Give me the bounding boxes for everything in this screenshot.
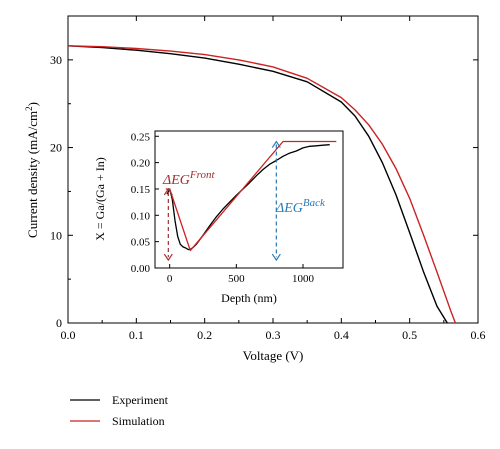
inset-y-tick-label: 0.00 bbox=[131, 263, 151, 275]
x-tick-label: 0.1 bbox=[129, 328, 144, 342]
inset-plot-frame bbox=[154, 130, 344, 269]
inset-x-tick-label: 0 bbox=[167, 273, 173, 285]
y-axis-label-suffix: ) bbox=[25, 102, 40, 106]
inset-y-tick-label: 0.05 bbox=[131, 237, 151, 249]
y-tick-label: 0 bbox=[56, 316, 62, 330]
x-tick-label: 0.6 bbox=[471, 328, 486, 342]
y-axis-label-sup: 2 bbox=[24, 106, 34, 111]
annotation-label-front: ΔEGFront bbox=[162, 169, 215, 188]
x-tick-label: 0.2 bbox=[197, 328, 212, 342]
main-axes: 0.0 0.1 0.2 0.3 0.4 0.5 0.6 0 10 20 30 bbox=[50, 16, 486, 342]
annotation-label-base: ΔEG bbox=[162, 173, 190, 188]
annotation-label-back: ΔEGBack bbox=[275, 197, 326, 216]
legend-label-simulation: Simulation bbox=[112, 414, 165, 428]
annotation-arrowhead-top-front bbox=[163, 187, 173, 196]
annotation-arrowhead-bottom-back bbox=[271, 253, 281, 262]
annotation-arrowhead-bottom-front bbox=[163, 253, 173, 262]
inset-y-tick-label: 0.15 bbox=[131, 184, 151, 196]
x-tick-label: 0.5 bbox=[402, 328, 417, 342]
inset-y-tick-label: 0.20 bbox=[131, 158, 151, 170]
y-tick-label: 10 bbox=[50, 228, 62, 242]
inset-axes: 0 500 1000 0.00 0.05 0.10 0.15 0.20 0.25 bbox=[131, 131, 315, 285]
y-tick-label: 20 bbox=[50, 141, 62, 155]
annotation-label-sup: Back bbox=[303, 197, 326, 209]
inset-x-tick-label: 500 bbox=[228, 273, 245, 285]
inset-y-tick-label: 0.10 bbox=[131, 210, 151, 222]
legend: Experiment Simulation bbox=[70, 393, 169, 428]
x-tick-label: 0.3 bbox=[266, 328, 281, 342]
x-tick-label: 0.4 bbox=[334, 328, 349, 342]
x-axis-label: Voltage (V) bbox=[243, 348, 304, 363]
y-axis-label: Current density (mA/cm2) bbox=[24, 102, 40, 238]
main-series-lines bbox=[67, 45, 457, 324]
annotation-label-base: ΔEG bbox=[275, 201, 303, 216]
inset-series-line-experiment bbox=[166, 144, 330, 251]
inset-y-tick-label: 0.25 bbox=[131, 131, 151, 143]
legend-label-experiment: Experiment bbox=[112, 393, 169, 407]
y-tick-label: 30 bbox=[50, 53, 62, 67]
series-line-simulation bbox=[67, 45, 457, 324]
annotation-arrowhead-top-back bbox=[271, 140, 281, 148]
inset-y-axis-label: X = Ga/(Ga + In) bbox=[93, 157, 107, 241]
x-tick-label: 0.0 bbox=[61, 328, 76, 342]
inset-x-axis-label: Depth (nm) bbox=[221, 291, 277, 305]
series-line-experiment bbox=[67, 45, 448, 324]
annotation-label-sup: Front bbox=[189, 169, 216, 181]
y-axis-label-prefix: Current density (mA/cm bbox=[25, 111, 40, 238]
inset-x-tick-label: 1000 bbox=[292, 273, 315, 285]
